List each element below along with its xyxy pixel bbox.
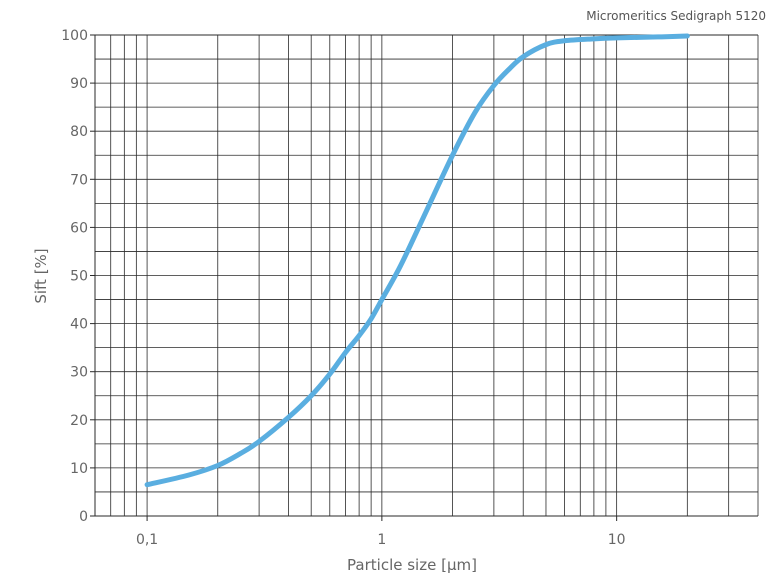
sift-curve xyxy=(144,33,690,488)
y-tick-label: 30 xyxy=(70,365,88,381)
series-layer xyxy=(144,33,690,488)
data-point xyxy=(311,395,312,396)
data-point xyxy=(259,441,260,442)
y-tick-label: 0 xyxy=(79,509,88,525)
data-point xyxy=(188,475,189,476)
data-point xyxy=(345,352,346,353)
data-point xyxy=(423,217,424,218)
grid-lines xyxy=(94,34,759,517)
data-point xyxy=(217,465,218,466)
y-tick-label: 50 xyxy=(70,269,88,285)
data-point xyxy=(687,35,688,36)
data-point xyxy=(509,68,510,69)
data-point xyxy=(371,318,372,319)
chart-annotation: Micromeritics Sedigraph 5120 xyxy=(586,9,766,23)
y-tick-label: 70 xyxy=(70,172,88,188)
data-point xyxy=(452,155,453,156)
y-tick-label: 20 xyxy=(70,413,88,429)
data-point xyxy=(240,453,241,454)
data-point xyxy=(147,484,148,485)
data-point xyxy=(657,36,658,37)
data-point xyxy=(475,111,476,112)
y-tick-label: 100 xyxy=(61,28,88,44)
y-tick-label: 40 xyxy=(70,317,88,333)
data-point xyxy=(400,265,401,266)
x-tick-label: 10 xyxy=(608,532,626,548)
x-tick-label: 0,1 xyxy=(136,532,158,548)
data-point xyxy=(593,38,594,39)
data-point xyxy=(493,85,494,86)
data-point xyxy=(288,417,289,418)
x-axis-label: Particle size [µm] xyxy=(347,556,477,574)
data-point xyxy=(359,335,360,336)
data-point xyxy=(545,44,546,45)
y-tick-label: 10 xyxy=(70,461,88,477)
data-point xyxy=(329,374,330,375)
data-point xyxy=(381,299,382,300)
x-tick-label: 1 xyxy=(377,532,386,548)
y-tick-label: 60 xyxy=(70,220,88,236)
data-point xyxy=(523,56,524,57)
y-tick-label: 90 xyxy=(70,76,88,92)
tick-labels: 0 10 20 30 40 50 60 70 80 90 100 0,1 1 10 xyxy=(61,28,625,548)
data-point xyxy=(616,37,617,38)
y-tick-label: 80 xyxy=(70,124,88,140)
y-axis-label: Sift [%] xyxy=(32,248,50,303)
data-point xyxy=(564,40,565,41)
